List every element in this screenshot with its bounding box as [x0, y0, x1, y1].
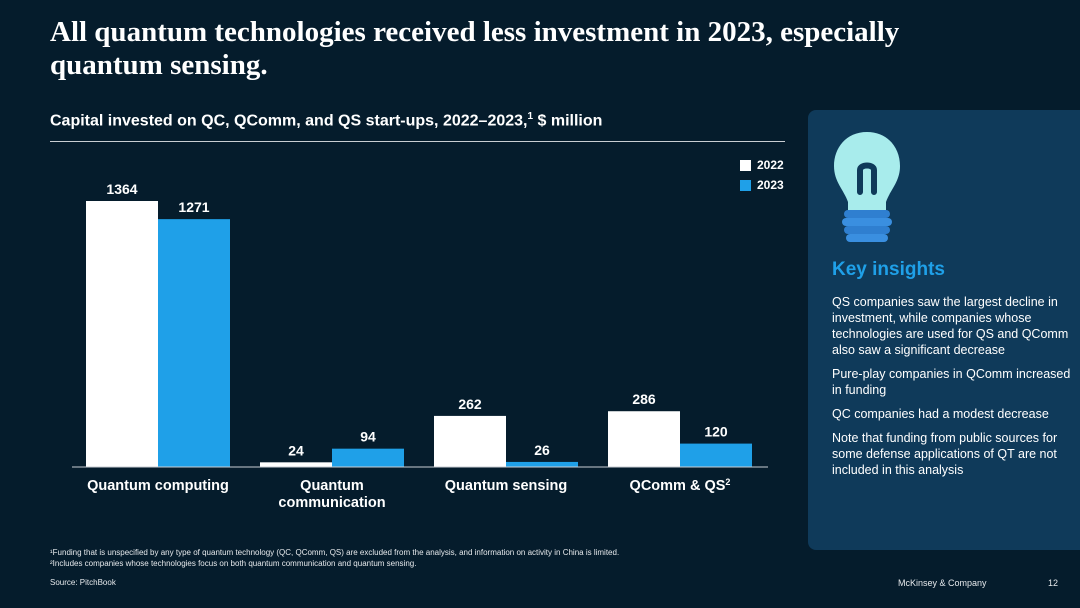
data-label-2022-2: 262 [458, 396, 482, 412]
brand-name: McKinsey & Company [898, 578, 987, 588]
bar-2022-1 [260, 462, 332, 467]
category-label-1: Quantum [300, 478, 364, 494]
insights-list: QS companies saw the largest decline in … [832, 294, 1072, 486]
chart-subtitle: Capital invested on QC, QComm, and QS st… [50, 111, 602, 130]
data-label-2022-0: 1364 [106, 181, 137, 197]
category-label-0: Quantum computing [87, 478, 229, 494]
subtitle-divider [50, 141, 785, 142]
legend-swatch-2023 [740, 179, 751, 191]
insights-title: Key insights [832, 259, 945, 280]
insight-item: Pure-play companies in QComm increased i… [832, 367, 1071, 397]
bar-2023-3 [680, 443, 752, 467]
subtitle-text: Capital invested on QC, QComm, and QS st… [50, 112, 528, 130]
category-label-line2-1: communication [278, 495, 385, 511]
category-label-2: Quantum sensing [445, 478, 567, 494]
data-label-2022-3: 286 [632, 391, 656, 407]
insight-item: Note that funding from public sources fo… [832, 431, 1058, 477]
bar-2023-0 [158, 219, 230, 467]
source-note: Source: PitchBook [50, 578, 116, 587]
legend-item-2023: 2023 [740, 178, 784, 192]
legend-swatch-2022 [740, 159, 751, 171]
category-label-3: QComm & QS2 [630, 477, 731, 494]
chart-legend: 2022 2023 [740, 158, 784, 198]
bar-2023-2 [506, 461, 578, 467]
data-label-2023-1: 94 [360, 429, 376, 445]
subtitle-footnote-ref: 1 [527, 111, 534, 122]
bar-chart: 1364 1271 Quantum computing 24 94 Quantumcomm… [72, 181, 768, 511]
footnote-1: ¹Funding that is unspecified by any type… [50, 548, 620, 557]
data-label-2023-0: 1271 [178, 199, 209, 215]
bar-2022-0 [86, 201, 158, 467]
legend-label-2023: 2023 [757, 178, 784, 192]
legend-item-2022: 2022 [740, 158, 784, 172]
data-label-2023-3: 120 [704, 424, 728, 440]
page-number: 12 [1048, 578, 1059, 588]
insight-item: QC companies had a modest decrease [832, 407, 1049, 421]
insight-item: QS companies saw the largest decline in … [832, 295, 1069, 357]
lightbulb-icon [834, 132, 900, 242]
data-label-2022-1: 24 [288, 442, 304, 458]
data-label-2023-2: 26 [534, 442, 550, 458]
subtitle-unit: $ million [533, 112, 603, 130]
bar-2023-1 [332, 448, 404, 467]
bar-2022-3 [608, 411, 680, 467]
slide-title: All quantum technologies received less i… [50, 16, 900, 81]
footnote-2: ²Includes companies whose technologies f… [50, 559, 417, 568]
category-footnote-ref: 2 [725, 477, 730, 487]
bar-2022-2 [434, 415, 506, 467]
legend-label-2022: 2022 [757, 158, 784, 172]
